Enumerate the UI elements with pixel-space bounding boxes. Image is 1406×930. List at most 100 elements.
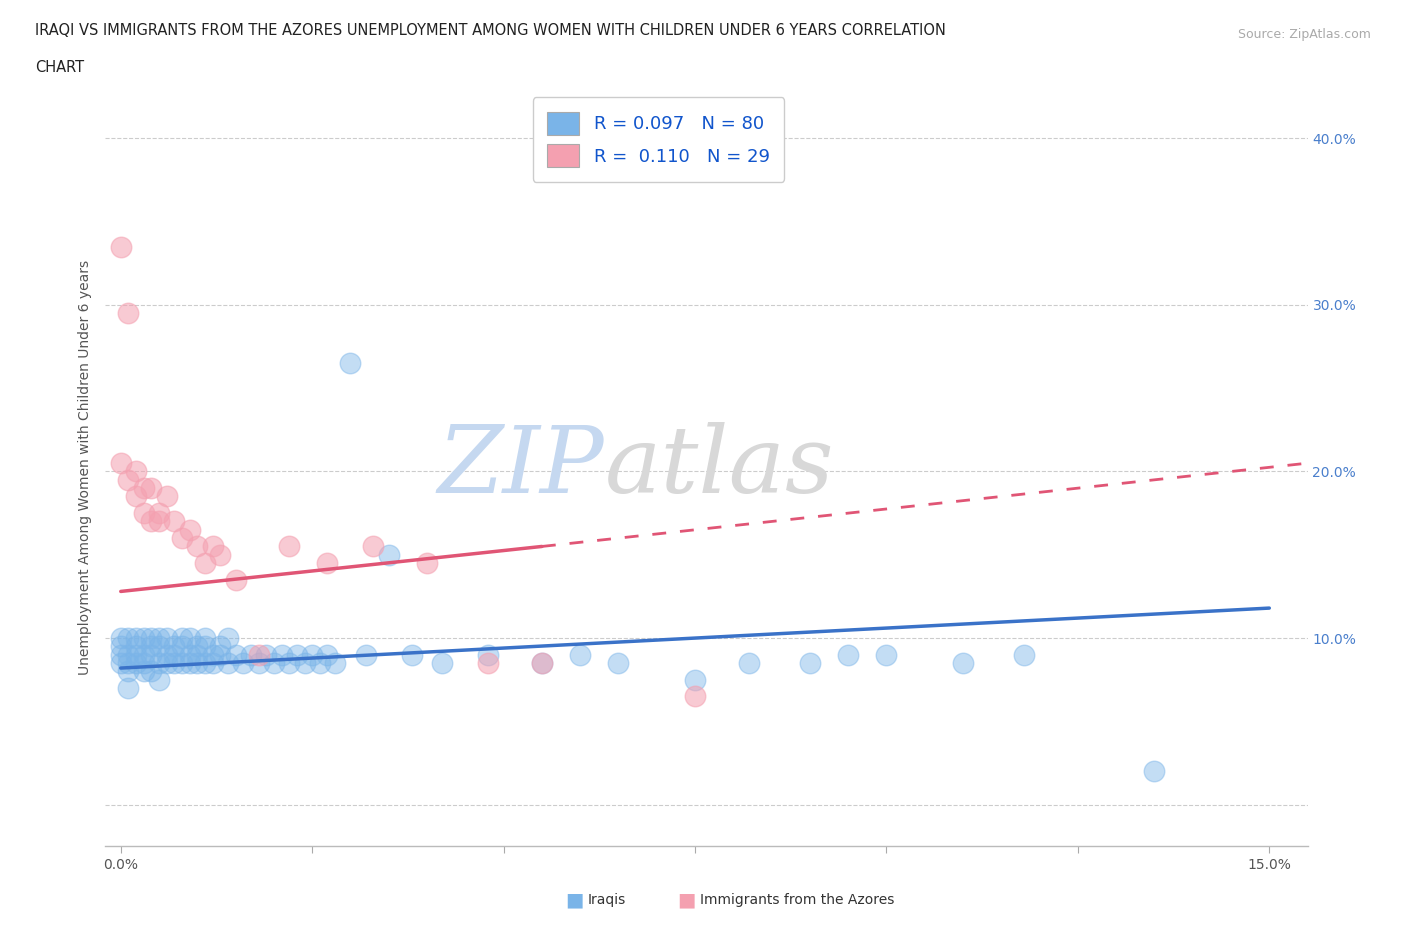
Point	[837, 647, 859, 662]
Point	[125, 656, 148, 671]
Point	[377, 548, 399, 563]
Point	[170, 531, 193, 546]
Point	[209, 647, 232, 662]
Point	[179, 647, 201, 662]
Point	[179, 656, 201, 671]
Point	[125, 647, 148, 662]
Point	[263, 656, 285, 671]
Point	[217, 631, 239, 645]
Point	[117, 647, 139, 662]
Point	[132, 631, 155, 645]
Point	[186, 656, 208, 671]
Point	[354, 647, 377, 662]
Text: Immigrants from the Azores: Immigrants from the Azores	[700, 893, 894, 908]
Point	[132, 647, 155, 662]
Point	[875, 647, 897, 662]
Point	[148, 672, 170, 687]
Point	[125, 639, 148, 654]
Point	[247, 647, 270, 662]
Point	[110, 239, 132, 254]
Point	[117, 472, 139, 487]
Point	[683, 672, 706, 687]
Text: ZIP: ZIP	[437, 422, 605, 512]
Point	[156, 647, 179, 662]
Point	[179, 631, 201, 645]
Point	[308, 656, 330, 671]
Point	[225, 572, 247, 587]
Point	[125, 631, 148, 645]
Point	[737, 656, 759, 671]
Point	[110, 639, 132, 654]
Point	[148, 639, 170, 654]
Point	[148, 506, 170, 521]
Point	[110, 656, 132, 671]
Point	[163, 514, 186, 529]
Point	[163, 647, 186, 662]
Y-axis label: Unemployment Among Women with Children Under 6 years: Unemployment Among Women with Children U…	[79, 259, 93, 675]
Text: IRAQI VS IMMIGRANTS FROM THE AZORES UNEMPLOYMENT AMONG WOMEN WITH CHILDREN UNDER: IRAQI VS IMMIGRANTS FROM THE AZORES UNEM…	[35, 23, 946, 38]
Point	[141, 647, 163, 662]
Point	[110, 647, 132, 662]
Point	[225, 647, 247, 662]
Text: atlas: atlas	[605, 422, 834, 512]
Point	[201, 539, 224, 554]
Text: Iraqis: Iraqis	[588, 893, 626, 908]
Point	[163, 639, 186, 654]
Point	[141, 664, 163, 679]
Point	[194, 631, 217, 645]
Point	[683, 689, 706, 704]
Point	[209, 639, 232, 654]
Point	[301, 647, 323, 662]
Point	[170, 656, 193, 671]
Legend: R = 0.097   N = 80, R =  0.110   N = 29: R = 0.097 N = 80, R = 0.110 N = 29	[533, 98, 785, 181]
Point	[194, 555, 217, 570]
Point	[239, 647, 262, 662]
Point	[117, 681, 139, 696]
Point	[416, 555, 439, 570]
Point	[148, 514, 170, 529]
Point	[530, 656, 553, 671]
Point	[117, 631, 139, 645]
Point	[278, 656, 301, 671]
Point	[339, 356, 361, 371]
Point	[209, 548, 232, 563]
Point	[217, 656, 239, 671]
Point	[247, 656, 270, 671]
Point	[156, 489, 179, 504]
Point	[254, 647, 277, 662]
Point	[156, 656, 179, 671]
Point	[569, 647, 592, 662]
Point	[125, 464, 148, 479]
Point	[170, 631, 193, 645]
Point	[530, 656, 553, 671]
Point	[799, 656, 821, 671]
Point	[117, 656, 139, 671]
Point	[232, 656, 254, 671]
Point	[148, 656, 170, 671]
Point	[156, 631, 179, 645]
Point	[110, 631, 132, 645]
Text: ■: ■	[565, 891, 583, 910]
Point	[194, 656, 217, 671]
Point	[316, 647, 339, 662]
Point	[270, 647, 292, 662]
Point	[148, 631, 170, 645]
Point	[132, 506, 155, 521]
Text: Source: ZipAtlas.com: Source: ZipAtlas.com	[1237, 28, 1371, 41]
Point	[125, 489, 148, 504]
Point	[110, 456, 132, 471]
Point	[132, 481, 155, 496]
Point	[1143, 764, 1166, 778]
Point	[201, 647, 224, 662]
Point	[401, 647, 423, 662]
Point	[179, 523, 201, 538]
Point	[323, 656, 346, 671]
Point	[201, 656, 224, 671]
Point	[186, 647, 208, 662]
Point	[1014, 647, 1036, 662]
Point	[117, 306, 139, 321]
Point	[186, 539, 208, 554]
Point	[278, 539, 301, 554]
Point	[285, 647, 308, 662]
Text: CHART: CHART	[35, 60, 84, 75]
